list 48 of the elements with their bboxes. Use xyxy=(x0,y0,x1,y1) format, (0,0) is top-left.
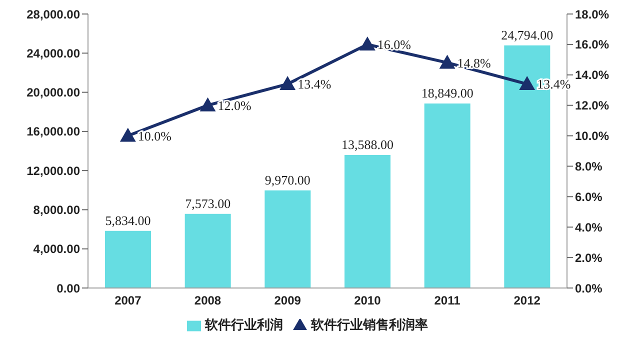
point xyxy=(519,76,536,90)
x-tick-label: 2009 xyxy=(274,294,302,308)
y-tick-label: 12,000.00 xyxy=(26,164,80,178)
y2-tick-label: 6.0% xyxy=(575,190,603,204)
y-tick-label: 16,000.00 xyxy=(26,124,80,139)
x-tick-label: 2012 xyxy=(514,294,541,308)
y-tick-label: 4,000.00 xyxy=(33,242,80,256)
y2-tick-label: 0.0% xyxy=(575,281,603,296)
point xyxy=(200,97,216,112)
data-label: 12.0% xyxy=(218,98,252,113)
bar xyxy=(424,104,470,288)
data-label: 13.4% xyxy=(298,76,332,92)
y2-tick-label: 12.0% xyxy=(575,98,610,113)
data-label: 10.0% xyxy=(138,128,172,144)
legend-label: 软件行业销售利润率 xyxy=(311,317,428,332)
y-tick-label: 8,000.00 xyxy=(33,202,80,217)
point xyxy=(280,76,296,90)
y2-tick-label: 16.0% xyxy=(575,38,610,52)
x-tick-label: 2010 xyxy=(354,294,382,308)
data-label: 18,849.00 xyxy=(421,86,474,101)
data-label: 14.8% xyxy=(457,55,491,70)
data-label: 16.0% xyxy=(377,37,412,52)
bar xyxy=(184,214,231,288)
bar xyxy=(344,155,390,288)
y2-tick-label: 2.0% xyxy=(575,250,603,265)
y2-tick-label: 14.0% xyxy=(575,68,610,82)
y-tick-label: 24,000.00 xyxy=(26,46,80,60)
x-tick-label: 2008 xyxy=(194,294,222,308)
point xyxy=(439,54,456,69)
y-tick-label: 28,000.00 xyxy=(26,7,80,22)
y2-tick-label: 18.0% xyxy=(575,7,610,22)
point xyxy=(120,128,136,142)
x-tick-label: 2011 xyxy=(434,294,461,308)
y2-tick-label: 4.0% xyxy=(575,220,603,234)
y-tick-label: 0.00 xyxy=(56,281,80,296)
data-label: 7,573.00 xyxy=(185,196,231,211)
legend-label: 软件行业利润 xyxy=(205,317,283,332)
y-tick-label: 20,000.00 xyxy=(26,86,80,100)
data-label: 5,834.00 xyxy=(105,212,151,228)
bar xyxy=(264,190,311,288)
y2-tick-label: 10.0% xyxy=(575,129,610,144)
data-label: 9,970.00 xyxy=(264,172,310,188)
y2-tick-label: 8.0% xyxy=(575,159,603,174)
point xyxy=(359,36,376,50)
data-label: 13,588.00 xyxy=(342,137,394,152)
data-label: 24,794.00 xyxy=(501,27,554,42)
x-tick-label: 2007 xyxy=(114,294,142,308)
bar xyxy=(105,230,151,288)
